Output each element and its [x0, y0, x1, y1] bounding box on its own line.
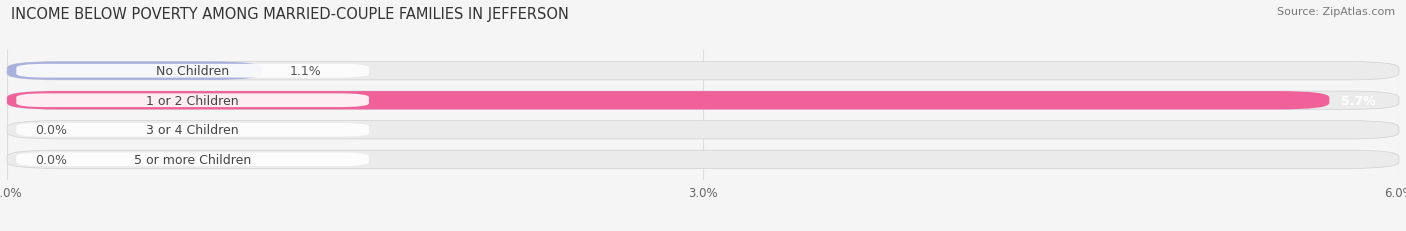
Text: Source: ZipAtlas.com: Source: ZipAtlas.com [1277, 7, 1395, 17]
Text: 3 or 4 Children: 3 or 4 Children [146, 124, 239, 137]
FancyBboxPatch shape [17, 153, 368, 166]
FancyBboxPatch shape [7, 121, 1399, 139]
FancyBboxPatch shape [17, 94, 368, 108]
FancyBboxPatch shape [17, 123, 368, 137]
Text: 0.0%: 0.0% [35, 153, 67, 166]
Text: 5.7%: 5.7% [1341, 94, 1376, 107]
Text: 1.1%: 1.1% [290, 65, 322, 78]
Text: 1 or 2 Children: 1 or 2 Children [146, 94, 239, 107]
FancyBboxPatch shape [7, 92, 1399, 110]
FancyBboxPatch shape [7, 62, 1399, 81]
Text: INCOME BELOW POVERTY AMONG MARRIED-COUPLE FAMILIES IN JEFFERSON: INCOME BELOW POVERTY AMONG MARRIED-COUPL… [11, 7, 569, 22]
FancyBboxPatch shape [17, 65, 368, 78]
Text: No Children: No Children [156, 65, 229, 78]
Text: 0.0%: 0.0% [35, 124, 67, 137]
FancyBboxPatch shape [7, 62, 262, 81]
FancyBboxPatch shape [7, 92, 1330, 110]
FancyBboxPatch shape [7, 150, 1399, 169]
Text: 5 or more Children: 5 or more Children [134, 153, 252, 166]
